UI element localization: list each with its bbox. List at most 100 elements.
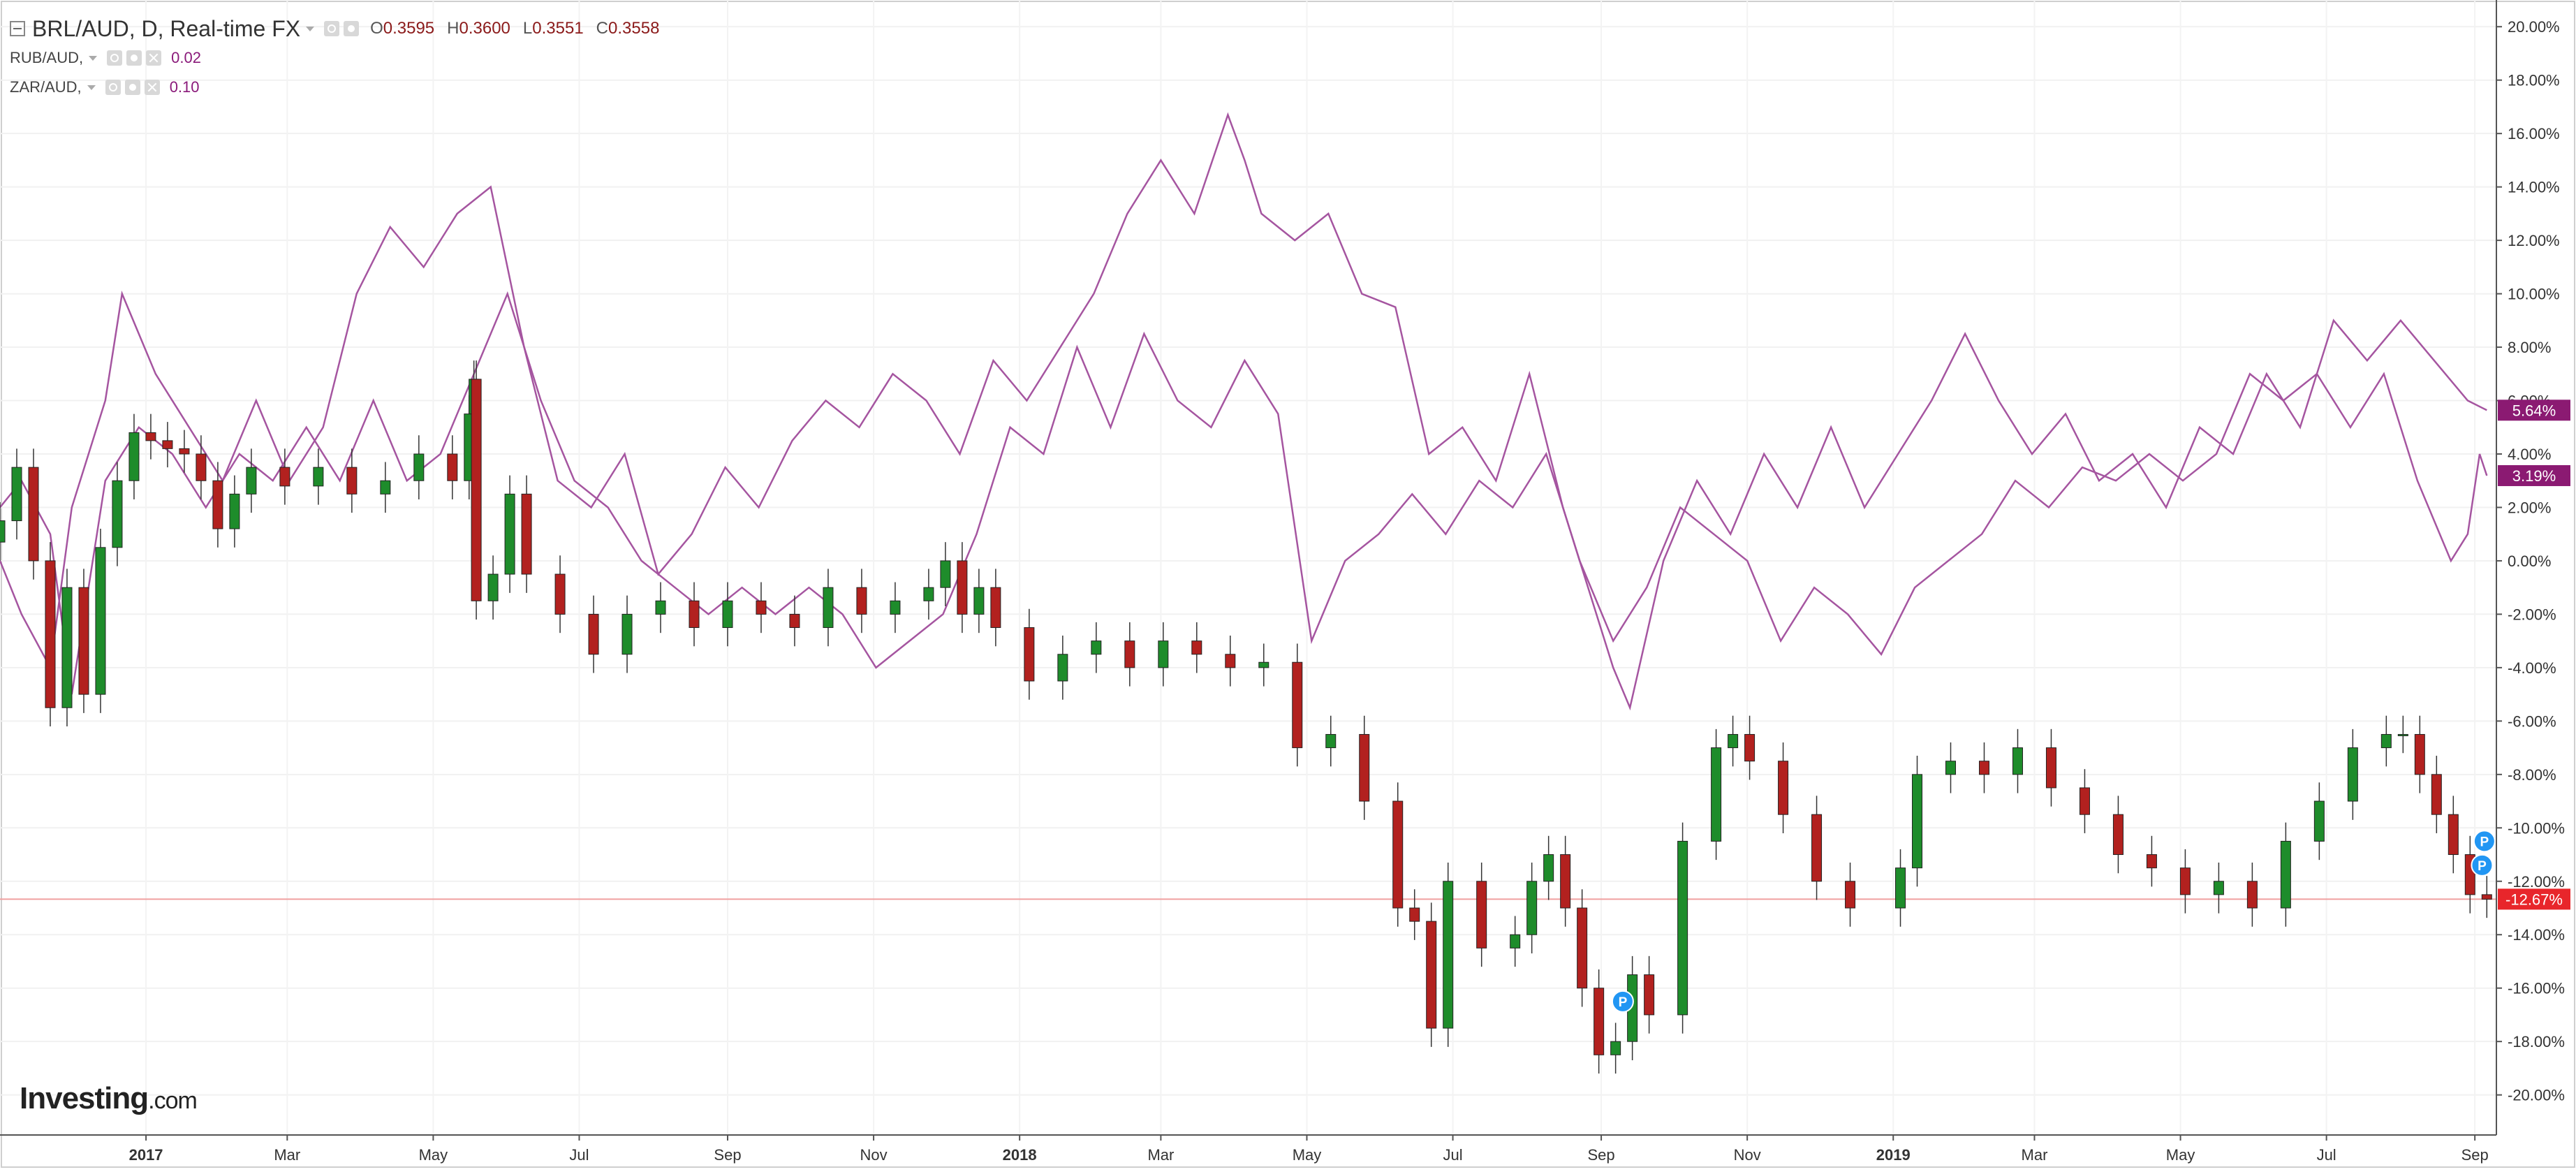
candle-body [1091,640,1102,655]
candle-body [45,560,56,708]
candle-body [246,467,257,495]
candlestick [1577,889,1588,1007]
candle-body [162,440,173,449]
candlestick [2397,715,2408,754]
marker-layer: PPP [1611,830,2496,1013]
candlestick [1945,742,1957,793]
candle-body [2112,814,2124,856]
candle-body [1677,840,1688,1016]
gear-icon[interactable] [126,50,142,66]
candlestick [2380,715,2392,767]
last-value-label: 5.64% [2512,402,2556,419]
candlestick [1325,715,1337,767]
last-value-badge-bg [2498,888,2570,910]
collapse-legend-icon[interactable] [10,21,25,36]
chevron-down-icon[interactable] [89,55,98,61]
candle-body [1577,907,1588,989]
candle-body [990,587,1001,629]
candlestick [957,542,968,633]
candlestick [521,475,532,593]
candlestick [128,413,140,499]
candlestick [1895,849,1906,927]
candle-body [471,379,482,601]
candle-body [588,613,599,655]
candle-body [2347,747,2358,802]
candle-body [179,448,190,455]
close-icon[interactable] [144,80,160,95]
marker-label: P [2480,835,2489,849]
candlestick [2481,876,2492,918]
candlestick [196,435,207,499]
candlestick [2146,835,2157,887]
close-icon[interactable] [146,50,162,66]
candlestick [789,595,800,647]
candlestick [940,542,951,606]
y-tick-label: -20.00% [2508,1087,2565,1104]
candle-body [1778,761,1789,815]
candlestick [554,555,566,633]
candle-body [940,560,951,588]
y-tick-label: 18.00% [2508,72,2560,89]
marker-label: P [1619,995,1628,1010]
candlestick [2012,728,2023,793]
candlestick [2347,728,2358,820]
gear-icon[interactable] [124,80,140,95]
chevron-down-icon[interactable] [306,26,315,31]
candle-body [413,453,425,481]
marker-label: P [2478,859,2487,874]
candlestick [722,582,733,647]
candlestick [689,582,700,647]
eye-icon[interactable] [107,50,123,66]
x-tick-label: Mar [1147,1146,1174,1164]
candle-body [554,573,566,615]
candlestick [1392,782,1404,927]
candlestick [973,569,985,633]
legend-overlay-row-rub: RUB/AUD, 0.02 [10,43,672,73]
x-tick-label: Sep [1587,1146,1614,1164]
main-series-title[interactable]: BRL/AUD, D, Real-time FX [32,15,301,41]
candle-body [1392,800,1404,909]
candlestick [112,462,123,566]
candlestick [2112,796,2124,874]
candlestick [2045,728,2056,807]
candlestick [229,475,240,548]
eye-icon[interactable] [105,80,121,95]
candlestick [0,501,6,561]
candle-body [2045,747,2056,789]
y-tick-label: 10.00% [2508,286,2560,303]
ohlc-open: O0.3595 [370,19,435,38]
candle-body [447,453,458,481]
candlestick [1594,969,1605,1074]
last-value-badge-bg [2498,464,2570,486]
gear-icon[interactable] [344,21,360,36]
candlestick [179,430,190,473]
brand-logo[interactable]: Investing.com [20,1081,198,1115]
eye-icon[interactable] [324,21,340,36]
candlestick [2280,822,2291,927]
overlay-label-zar[interactable]: ZAR/AUD, [10,78,82,96]
candlestick [1359,715,1370,820]
candle-body [1744,733,1756,762]
candlestick [655,582,666,633]
candlestick [1644,955,1655,1034]
candle-body [1895,867,1906,909]
overlay-label-rub[interactable]: RUB/AUD, [10,49,84,66]
x-tick-label: 2018 [1003,1146,1037,1164]
candle-body [2246,881,2258,909]
candlestick [1627,955,1638,1060]
candlestick [212,462,223,548]
candlestick [1124,622,1135,687]
candle-body [504,493,515,575]
y-tick-label: 0.00% [2508,552,2551,570]
candle-body [61,587,73,708]
chevron-down-icon[interactable] [87,85,96,90]
candle-body [2380,733,2392,749]
candlestick [380,462,391,513]
candlestick [2431,756,2442,833]
x-tick-label: Mar [274,1146,300,1164]
candle-body [1325,733,1337,749]
candle-body [1124,640,1135,668]
x-tick-label: Mar [2022,1146,2048,1164]
